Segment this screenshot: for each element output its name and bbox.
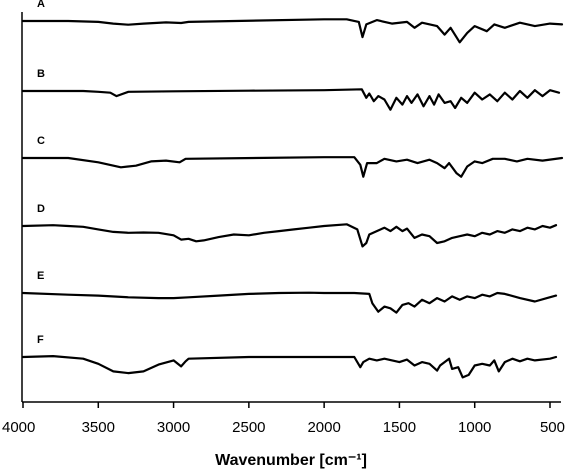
- x-tick-label: 4000: [2, 419, 35, 436]
- spectrum-line-f: [21, 355, 558, 379]
- series-label-e: E: [37, 270, 44, 282]
- x-tick-label: 3000: [157, 419, 190, 436]
- x-tick-label: 3500: [82, 419, 115, 436]
- x-axis-title: Wavenumber [cm⁻¹]: [215, 452, 367, 469]
- spectra-group: [21, 18, 564, 379]
- x-tick-label: 2500: [232, 419, 265, 436]
- x-tick-label: 500: [540, 419, 565, 436]
- x-tick-label: 1000: [458, 419, 491, 436]
- series-label-f: F: [37, 334, 44, 346]
- series-label-a: A: [37, 0, 45, 10]
- series-label-b: B: [37, 68, 45, 80]
- series-labels-group: A B C D E F: [37, 0, 45, 346]
- series-label-c: C: [37, 135, 45, 147]
- spectrum-line-e: [21, 291, 558, 314]
- x-tick-label: 1500: [383, 419, 416, 436]
- series-label-d: D: [37, 203, 45, 215]
- spectrum-line-c: [21, 156, 564, 178]
- x-ticks-group: 4000 3500 3000 2500 2000 1500 1000 500: [2, 402, 565, 436]
- spectrum-line-b: [21, 88, 561, 111]
- spectrum-line-d: [21, 223, 558, 248]
- x-tick-label: 2000: [307, 419, 340, 436]
- spectrum-line-a: [21, 18, 564, 44]
